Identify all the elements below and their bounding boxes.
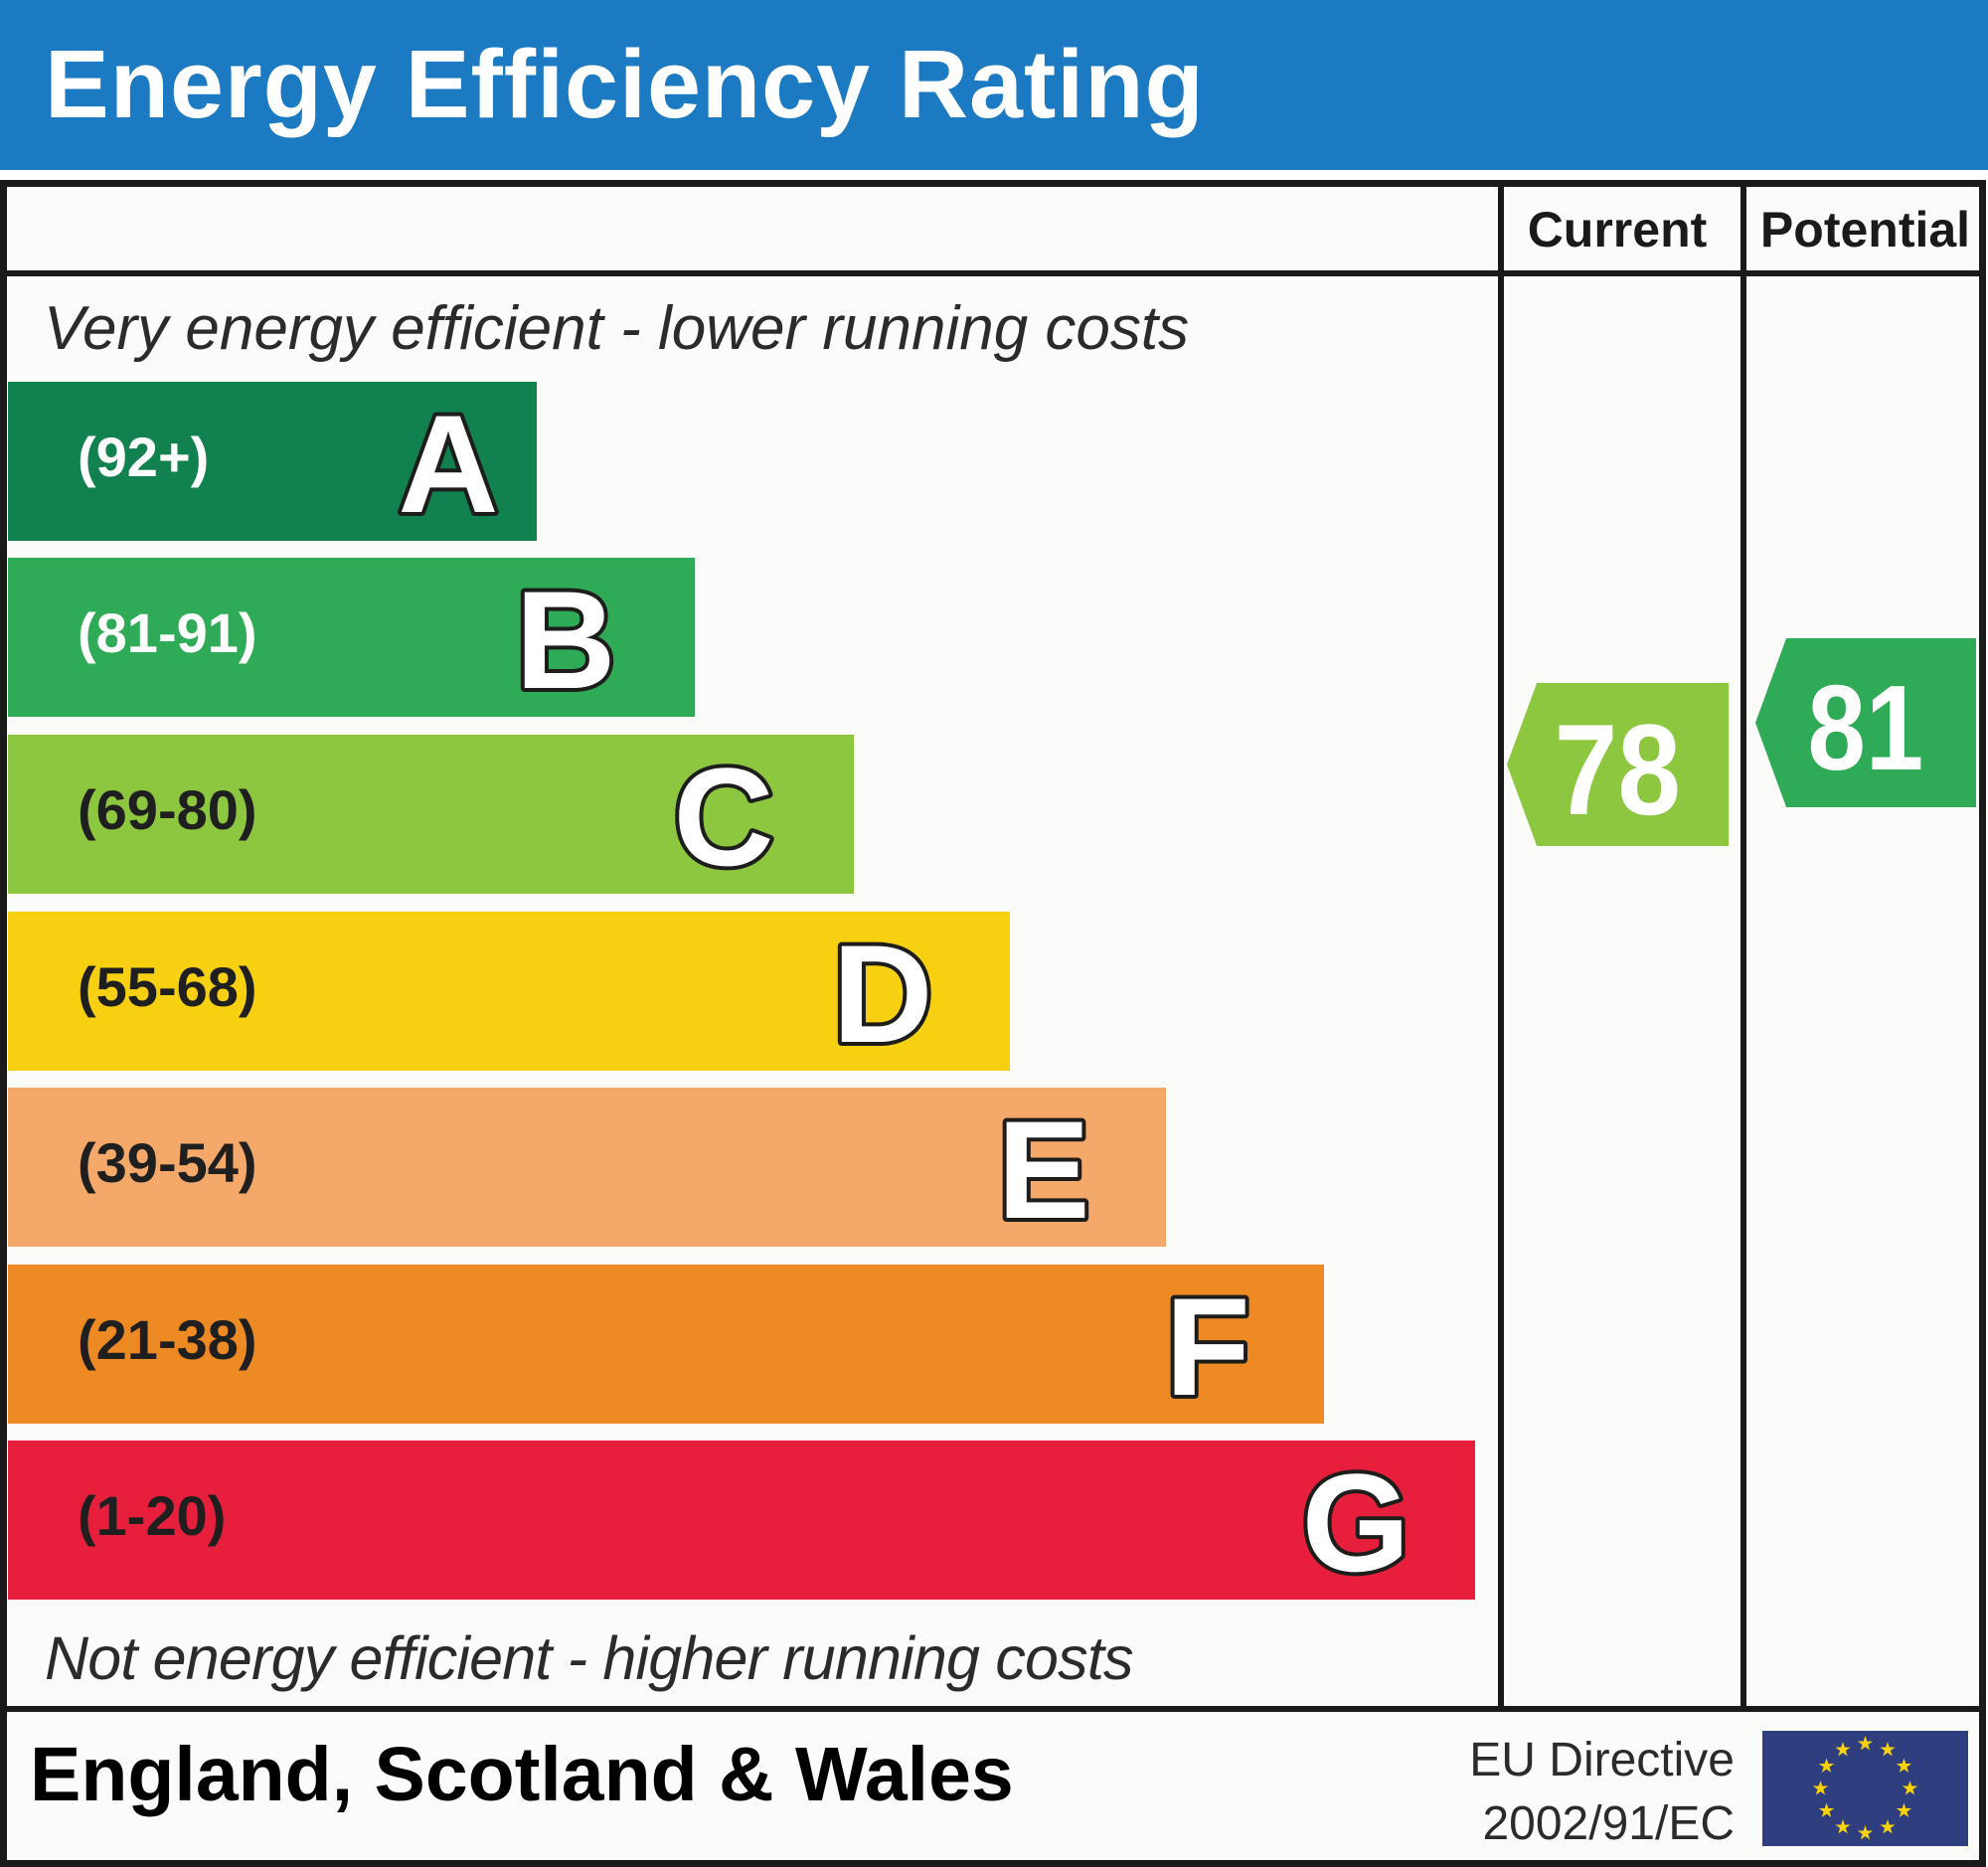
svg-text:G: G bbox=[1302, 1444, 1410, 1601]
svg-text:D: D bbox=[832, 916, 932, 1072]
svg-text:B: B bbox=[515, 562, 615, 718]
svg-text:C: C bbox=[673, 739, 773, 895]
svg-text:F: F bbox=[1165, 1269, 1250, 1425]
svg-text:E: E bbox=[997, 1092, 1089, 1248]
svg-text:A: A bbox=[398, 386, 498, 542]
